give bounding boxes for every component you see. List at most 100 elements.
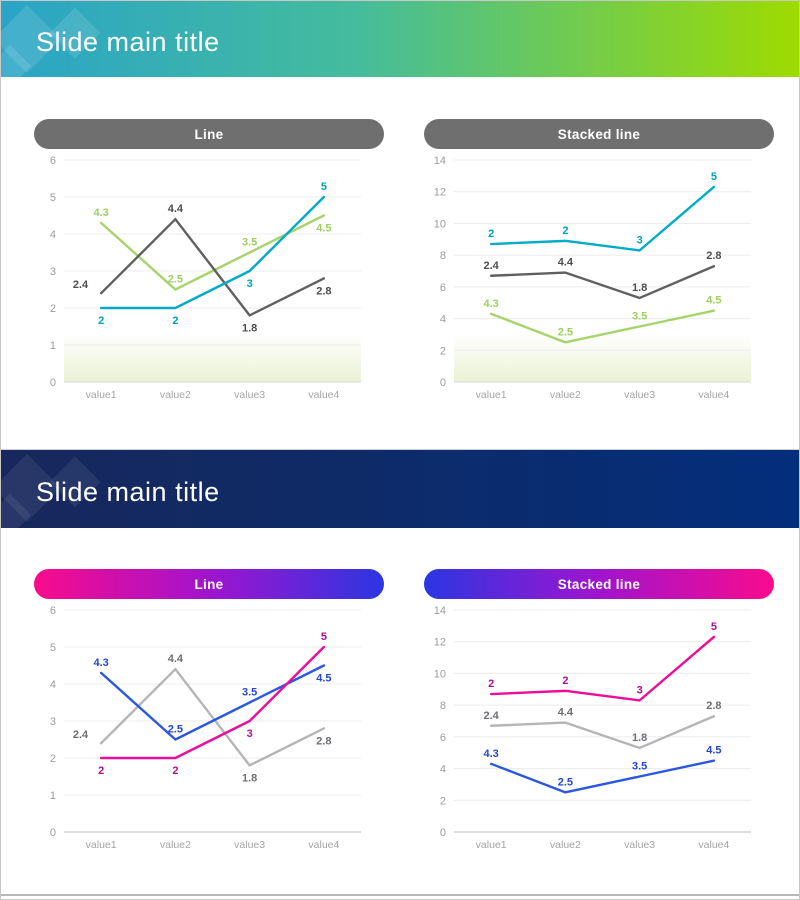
svg-text:2.5: 2.5 bbox=[558, 326, 573, 338]
line-chart: 0 1 2 3 4 5 6 value1 value2 value3 value4 2.4 4.4 1.8… bbox=[34, 601, 384, 863]
svg-text:value1: value1 bbox=[476, 839, 507, 851]
svg-text:2: 2 bbox=[172, 765, 178, 777]
chart-svg: 0 2 4 6 8 10 12 14 value1 value2 value3 value4 4.3 2.… bbox=[434, 605, 751, 851]
svg-text:0: 0 bbox=[50, 827, 56, 839]
svg-text:3: 3 bbox=[637, 234, 643, 246]
svg-text:0: 0 bbox=[440, 827, 446, 839]
svg-text:2.8: 2.8 bbox=[316, 735, 331, 747]
svg-text:value3: value3 bbox=[624, 839, 655, 851]
svg-text:2: 2 bbox=[50, 303, 56, 315]
stacked-line-chart-panel: Stacked line 0 2 4 6 8 10 12 14 value1 value2 valu… bbox=[424, 569, 774, 863]
svg-text:5: 5 bbox=[50, 642, 56, 654]
svg-text:0: 0 bbox=[440, 377, 446, 389]
chart-header-pill: Line bbox=[34, 119, 384, 149]
svg-text:2: 2 bbox=[562, 225, 568, 237]
svg-text:value3: value3 bbox=[624, 389, 655, 401]
svg-text:5: 5 bbox=[321, 631, 327, 643]
svg-text:value2: value2 bbox=[160, 839, 191, 851]
slide-1-header: Slide main title bbox=[1, 1, 799, 77]
svg-text:2.8: 2.8 bbox=[316, 285, 331, 297]
chart-svg: 0 2 4 6 8 10 12 14 value1 value2 value3 value4 4.3 2.… bbox=[434, 155, 751, 401]
svg-text:4.5: 4.5 bbox=[706, 295, 721, 307]
svg-text:2.8: 2.8 bbox=[706, 700, 721, 712]
svg-text:3: 3 bbox=[50, 266, 56, 278]
svg-text:4.4: 4.4 bbox=[558, 707, 574, 719]
chart-header-pill: Line bbox=[34, 569, 384, 599]
svg-text:4.3: 4.3 bbox=[93, 657, 108, 669]
svg-text:12: 12 bbox=[434, 187, 446, 199]
svg-text:value4: value4 bbox=[308, 389, 339, 401]
svg-text:4.5: 4.5 bbox=[316, 673, 331, 685]
svg-text:2: 2 bbox=[488, 678, 494, 690]
svg-text:3.5: 3.5 bbox=[242, 237, 257, 249]
slide-1-charts-row: Line 0 1 2 3 4 5 6 value1 value2 value3 value4 4.3 2… bbox=[1, 119, 799, 413]
svg-text:4.4: 4.4 bbox=[558, 257, 574, 269]
svg-text:4.4: 4.4 bbox=[168, 653, 184, 665]
svg-text:value4: value4 bbox=[698, 839, 729, 851]
svg-text:1.8: 1.8 bbox=[242, 322, 257, 334]
svg-text:2: 2 bbox=[440, 795, 446, 807]
svg-text:value1: value1 bbox=[86, 839, 117, 851]
svg-text:6: 6 bbox=[50, 155, 56, 167]
svg-text:value4: value4 bbox=[698, 389, 729, 401]
svg-text:value2: value2 bbox=[160, 389, 191, 401]
svg-text:2: 2 bbox=[562, 675, 568, 687]
slide-1-title: Slide main title bbox=[36, 26, 220, 57]
svg-text:10: 10 bbox=[434, 218, 446, 230]
svg-text:2.5: 2.5 bbox=[168, 274, 183, 286]
svg-text:value4: value4 bbox=[308, 839, 339, 851]
svg-text:4.3: 4.3 bbox=[93, 207, 108, 219]
svg-text:value3: value3 bbox=[234, 839, 265, 851]
svg-text:value1: value1 bbox=[476, 389, 507, 401]
svg-text:2: 2 bbox=[488, 228, 494, 240]
svg-text:2.4: 2.4 bbox=[483, 710, 499, 722]
svg-text:2: 2 bbox=[98, 315, 104, 327]
svg-text:2.4: 2.4 bbox=[73, 729, 89, 741]
chart-svg: 0 1 2 3 4 5 6 value1 value2 value3 value4 2.4 4.4 1.8… bbox=[50, 605, 361, 851]
svg-text:4.3: 4.3 bbox=[483, 298, 498, 310]
svg-text:10: 10 bbox=[434, 668, 446, 680]
svg-text:4: 4 bbox=[50, 679, 56, 691]
svg-text:4.5: 4.5 bbox=[706, 745, 721, 757]
svg-text:2: 2 bbox=[440, 345, 446, 357]
svg-text:0: 0 bbox=[50, 377, 56, 389]
bottom-edge-strip bbox=[1, 894, 799, 899]
slide-2-title: Slide main title bbox=[36, 476, 220, 507]
svg-text:3: 3 bbox=[50, 716, 56, 728]
line-chart-panel: Line 0 1 2 3 4 5 6 value1 value2 value3 value4 4.3 2… bbox=[34, 119, 384, 413]
chart-header-pill: Stacked line bbox=[424, 569, 774, 599]
svg-text:value2: value2 bbox=[550, 839, 581, 851]
svg-text:6: 6 bbox=[50, 605, 56, 617]
chart-header-pill: Stacked line bbox=[424, 119, 774, 149]
svg-text:3.5: 3.5 bbox=[632, 761, 647, 773]
svg-text:3: 3 bbox=[637, 684, 643, 696]
slide-2: Slide main title Line 0 1 2 3 4 5 6 value1 value… bbox=[1, 450, 799, 894]
svg-text:8: 8 bbox=[440, 250, 446, 262]
svg-text:1: 1 bbox=[50, 790, 56, 802]
svg-text:4: 4 bbox=[50, 229, 56, 241]
svg-text:8: 8 bbox=[440, 700, 446, 712]
svg-text:4.3: 4.3 bbox=[483, 748, 498, 760]
svg-text:1.8: 1.8 bbox=[242, 772, 257, 784]
svg-text:1.8: 1.8 bbox=[632, 732, 647, 744]
svg-text:4.5: 4.5 bbox=[316, 223, 331, 235]
slide-2-header: Slide main title bbox=[1, 450, 799, 528]
svg-text:3.5: 3.5 bbox=[632, 311, 647, 323]
svg-text:1: 1 bbox=[50, 340, 56, 352]
svg-text:2.5: 2.5 bbox=[558, 776, 573, 788]
svg-text:2.8: 2.8 bbox=[706, 250, 721, 262]
svg-text:3: 3 bbox=[247, 728, 253, 740]
svg-text:value1: value1 bbox=[86, 389, 117, 401]
svg-text:6: 6 bbox=[440, 732, 446, 744]
svg-text:3: 3 bbox=[247, 278, 253, 290]
svg-text:2: 2 bbox=[98, 765, 104, 777]
svg-text:2.4: 2.4 bbox=[483, 260, 499, 272]
svg-text:5: 5 bbox=[711, 171, 717, 183]
svg-text:value3: value3 bbox=[234, 389, 265, 401]
slide-1: Slide main title Line 0 1 2 3 4 5 6 value1 value… bbox=[1, 1, 799, 450]
svg-text:4: 4 bbox=[440, 314, 446, 326]
svg-text:value2: value2 bbox=[550, 389, 581, 401]
svg-text:14: 14 bbox=[434, 155, 446, 167]
svg-text:1.8: 1.8 bbox=[632, 282, 647, 294]
